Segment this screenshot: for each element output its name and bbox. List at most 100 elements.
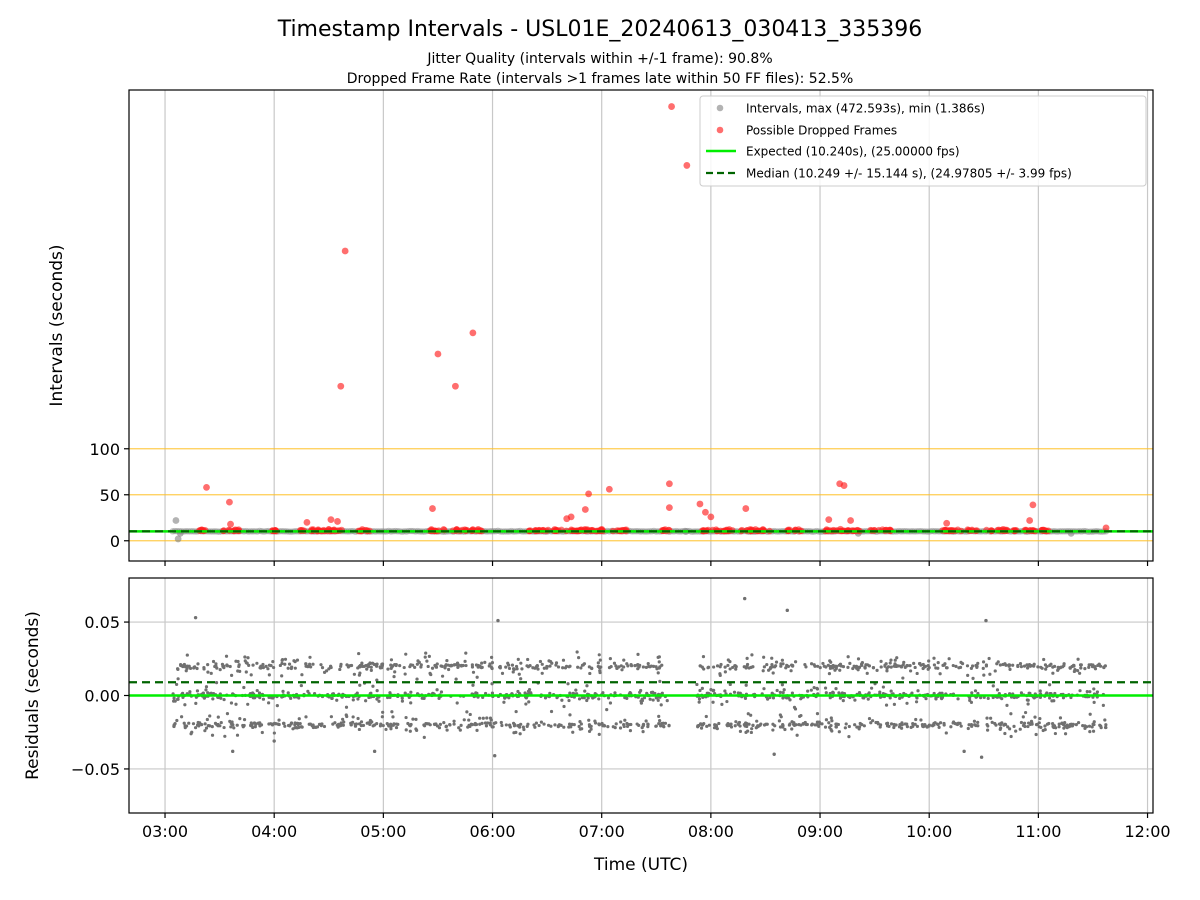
residual-point: [256, 721, 261, 725]
residual-point: [294, 722, 299, 726]
residual-point: [1097, 662, 1101, 666]
residual-point: [745, 656, 749, 660]
residual-point: [976, 661, 980, 665]
residual-point: [311, 725, 315, 730]
residual-point: [885, 721, 889, 726]
bottom-ytick-label-0: −0.05: [71, 760, 120, 779]
residual-point: [1061, 696, 1066, 700]
residual-point: [598, 669, 602, 673]
residual-point: [942, 721, 946, 726]
residual-point: [204, 688, 208, 692]
residual-point: [404, 728, 408, 732]
residual-point: [1071, 663, 1076, 667]
residual-point: [341, 717, 345, 721]
residual-point: [508, 723, 512, 727]
residual-point: [762, 665, 766, 669]
residual-point: [500, 671, 505, 675]
residual-point: [871, 719, 875, 723]
residual-point: [375, 697, 379, 701]
residual-point: [799, 723, 803, 727]
residual-point-extreme-1: [231, 749, 235, 754]
residual-point: [287, 662, 292, 666]
residual-point: [1104, 723, 1108, 727]
residual-point: [236, 669, 240, 673]
residual-point: [809, 662, 814, 666]
residual-point: [259, 723, 264, 727]
residual-point: [375, 678, 379, 682]
residual-point: [711, 700, 715, 704]
residual-point: [990, 720, 994, 724]
bottom-ytick-label-1: 0.00: [84, 687, 120, 706]
residual-point: [853, 698, 857, 702]
bottom-xtick-label-7: 10:00: [906, 822, 952, 841]
residual-point: [523, 691, 527, 695]
residual-point: [345, 663, 349, 667]
residual-point: [966, 726, 970, 731]
residual-point: [433, 663, 437, 668]
residual-point: [474, 691, 478, 695]
residual-point: [445, 658, 449, 663]
residual-point: [308, 662, 312, 666]
residual-point: [968, 696, 972, 700]
residual-point: [1035, 722, 1039, 726]
residual-point: [841, 665, 846, 669]
residual-point: [422, 735, 426, 739]
residual-point: [886, 665, 891, 669]
residual-point: [866, 697, 870, 701]
residual-point: [1095, 690, 1100, 694]
residual-point: [596, 661, 600, 665]
residual-point: [1092, 720, 1096, 724]
residual-point: [778, 690, 782, 695]
residual-point: [922, 723, 926, 727]
residual-point: [902, 691, 906, 696]
residual-point: [1036, 665, 1040, 669]
residual-point: [295, 658, 300, 662]
residual-point: [897, 725, 902, 729]
residual-point: [204, 685, 209, 689]
residual-point: [733, 664, 737, 668]
residual-point: [220, 662, 225, 666]
residual-point: [527, 700, 531, 704]
residual-point: [1087, 724, 1092, 728]
residual-point: [1026, 721, 1031, 725]
residual-point: [829, 716, 833, 720]
residual-point: [1018, 662, 1023, 666]
residual-point: [1073, 668, 1077, 672]
residual-point: [949, 725, 953, 729]
residual-point: [229, 701, 234, 705]
residual-point: [828, 691, 832, 696]
residual-point: [597, 653, 601, 657]
residual-point: [440, 674, 445, 678]
residual-point: [888, 696, 892, 700]
residual-point: [378, 666, 383, 670]
residual-point: [480, 661, 484, 665]
residual-point: [507, 666, 512, 671]
residual-point: [718, 673, 722, 677]
residual-point: [206, 723, 210, 728]
residual-point: [304, 662, 308, 666]
residual-point: [368, 721, 373, 725]
legend-entry-1: Possible Dropped Frames: [746, 124, 897, 138]
residual-point: [908, 664, 912, 668]
residual-point: [422, 724, 427, 728]
residual-point: [889, 722, 894, 726]
residual-point: [934, 666, 938, 670]
residual-point: [403, 691, 407, 695]
residual-point: [982, 673, 986, 677]
residual-point: [927, 659, 931, 663]
residual-point: [921, 666, 925, 671]
residual-point-extreme-6: [743, 596, 747, 601]
residual-point: [455, 661, 460, 665]
residual-point: [622, 665, 626, 669]
residual-point: [341, 723, 345, 727]
residual-point: [765, 722, 769, 726]
residual-point-extreme-8: [772, 752, 776, 756]
residual-point: [701, 655, 706, 659]
residual-point: [788, 722, 792, 726]
residual-point: [471, 670, 476, 674]
residual-point: [729, 722, 733, 726]
residual-point: [459, 723, 463, 727]
residual-point: [534, 721, 539, 725]
residual-point: [464, 663, 468, 668]
residual-point: [234, 702, 238, 706]
